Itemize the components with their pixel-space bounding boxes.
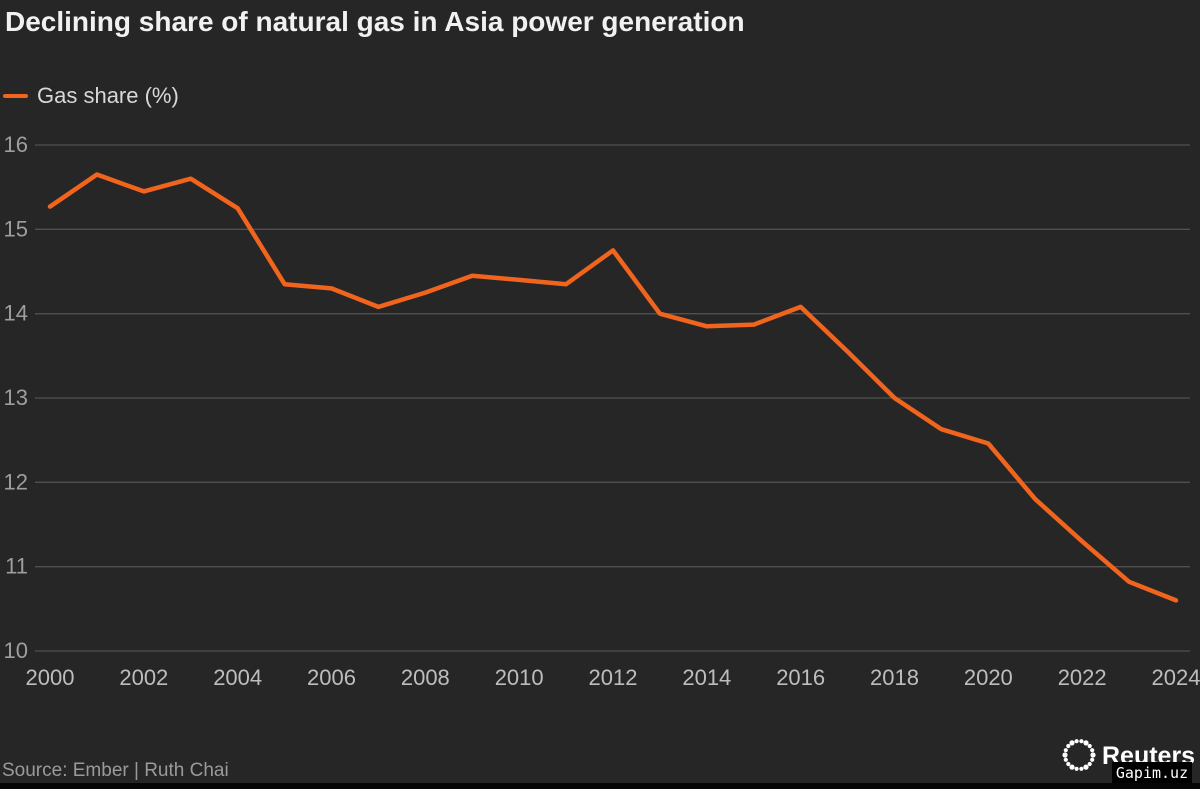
x-tick-label: 2016 [776,665,825,690]
source-text: Source: Ember | Ruth Chai [2,760,229,781]
watermark-text: Gapim.uz [1115,763,1189,782]
reuters-dots-icon [1062,739,1096,771]
logo-dot [1069,740,1075,746]
logo-dot [1087,761,1092,767]
y-tick-label: 11 [5,554,28,579]
logo-dot [1063,757,1068,762]
chart-title: Declining share of natural gas in Asia p… [5,6,745,37]
legend-line-swatch [3,94,28,98]
x-tick-label: 2010 [495,665,544,690]
y-tick-label: 13 [4,385,28,410]
x-tick-label: 2014 [682,665,731,690]
logo-dot [1090,748,1095,753]
logo-dot [1062,752,1068,758]
x-tick-label: 2008 [401,665,450,690]
logo-dot [1066,761,1071,767]
x-tick-label: 2020 [964,665,1013,690]
y-tick-label: 14 [4,301,28,326]
logo-dot [1063,748,1068,753]
y-tick-label: 12 [4,469,28,494]
x-tick-label: 2018 [870,665,919,690]
gas-share-line [47,172,1179,603]
x-tick-label: 2024 [1152,665,1200,690]
logo-dot [1066,743,1071,749]
y-tick-label: 15 [4,216,28,241]
logo-dot [1090,757,1095,762]
logo-dot [1083,740,1089,746]
x-tick-label: 2002 [119,665,168,690]
logo-dot [1079,739,1084,744]
logo-dot [1074,739,1079,744]
legend: Gas share (%) [3,83,179,109]
x-tick-label: 2022 [1058,665,1107,690]
bottom-bar [0,783,1200,789]
logo-dot [1074,766,1079,771]
x-tick-label: 2006 [307,665,356,690]
logo-dot [1083,764,1089,770]
logo-dot [1079,766,1084,771]
x-tick-label: 2004 [213,665,262,690]
logo-dot [1090,752,1096,758]
x-tick-label: 2000 [26,665,75,690]
logo-dot [1069,764,1075,770]
y-tick-label: 10 [4,638,28,663]
legend-label: Gas share (%) [37,83,179,108]
x-tick-label: 2012 [589,665,638,690]
watermark-badge: Gapim.uz [1112,762,1192,783]
logo-dot [1087,743,1092,749]
y-tick-label: 16 [4,132,28,157]
